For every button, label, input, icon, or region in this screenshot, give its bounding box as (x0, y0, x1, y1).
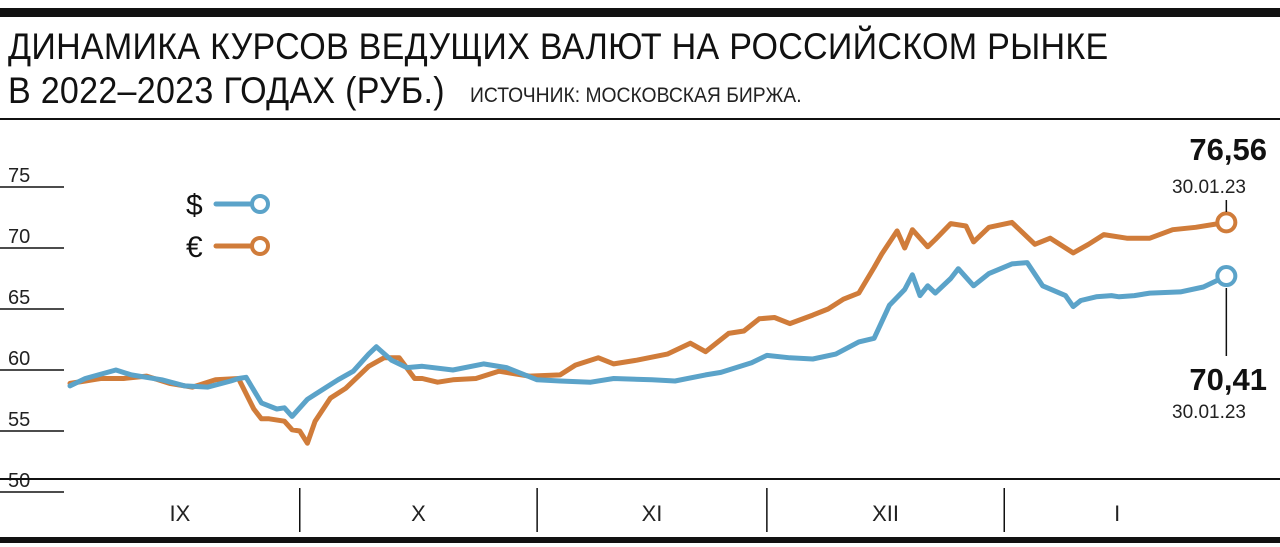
y-tick-label: 70 (8, 226, 30, 248)
series-lines (67, 211, 1238, 446)
top-border (0, 8, 1280, 17)
legend-label: € (186, 231, 203, 264)
chart-title-line-2: В 2022–2023 ГОДАХ (РУБ.) (8, 70, 445, 111)
y-tick-label: 65 (8, 287, 30, 309)
series-line-usd (67, 260, 1229, 419)
annotation-value: 70,41 (1189, 362, 1267, 397)
series-line-eur (67, 219, 1229, 446)
legend-label: $ (186, 189, 203, 222)
bottom-border (0, 537, 1280, 543)
annotation-value: 76,56 (1189, 132, 1267, 167)
month-label: XI (642, 501, 663, 526)
month-label: I (1114, 501, 1120, 526)
month-label: IX (169, 501, 190, 526)
series-end-marker-eur (1215, 211, 1238, 234)
y-tick-label: 60 (8, 348, 30, 370)
annotation-date: 30.01.23 (1172, 402, 1246, 423)
value-annotations: 76,56 30.01.23 70,41 30.01.23 (1172, 132, 1267, 423)
y-tick-label: 55 (8, 409, 30, 431)
y-axis: 75 70 65 60 55 50 (0, 165, 64, 493)
legend-swatch-marker (250, 194, 270, 214)
annotation-date: 30.01.23 (1172, 177, 1246, 198)
month-axis: IX X XI XII I (169, 488, 1120, 532)
header-rule (0, 118, 1280, 120)
chart-title-line-1: ДИНАМИКА КУРСОВ ВЕДУЩИХ ВАЛЮТ НА РОССИЙС… (8, 26, 1109, 67)
month-label: XII (872, 501, 899, 526)
series-end-marker-usd (1215, 265, 1238, 288)
month-label: X (411, 501, 426, 526)
legend-swatch-marker (250, 236, 270, 256)
legend: $€ (186, 189, 270, 264)
chart-source: ИСТОЧНИК: МОСКОВСКАЯ БИРЖА. (470, 84, 802, 107)
y-tick-label: 75 (8, 165, 30, 187)
y-tick-label: 50 (8, 470, 30, 492)
